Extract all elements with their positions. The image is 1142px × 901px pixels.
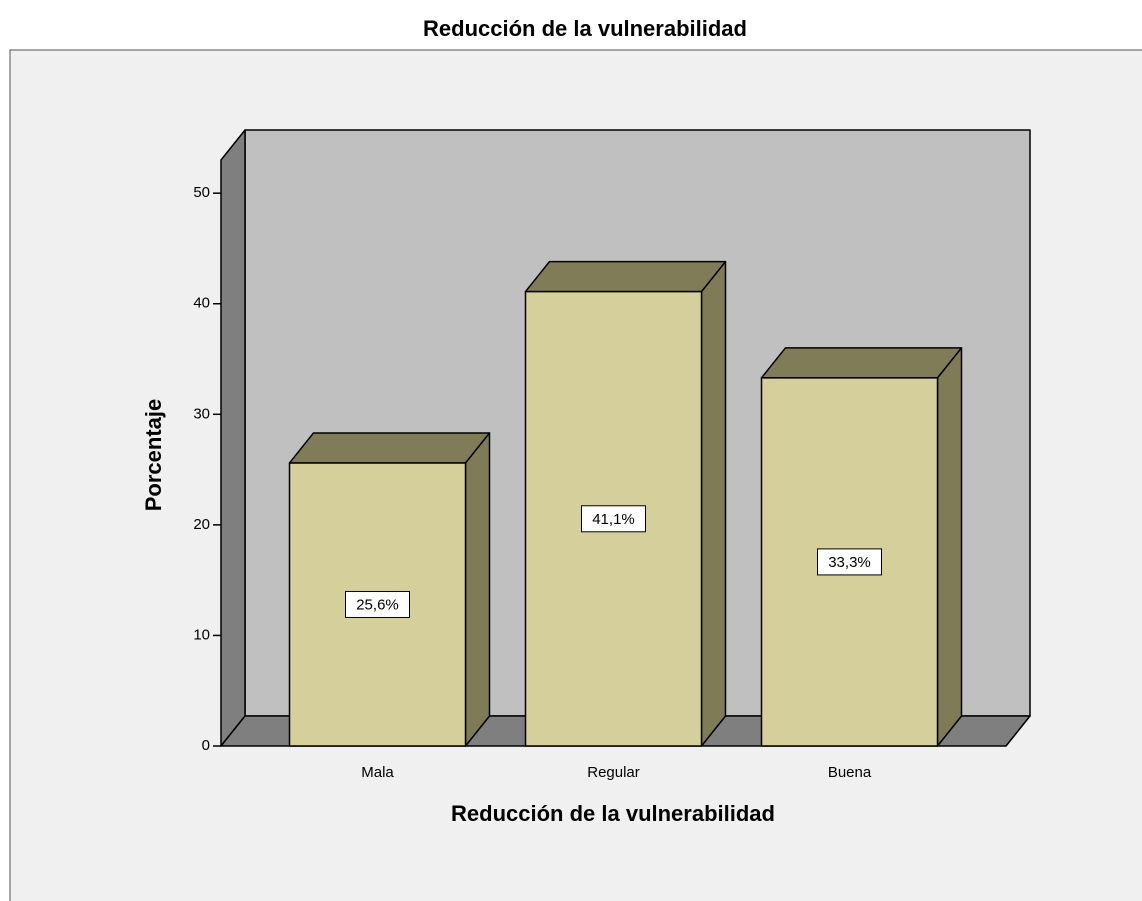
- chart-title: Reducción de la vulnerabilidad: [423, 16, 747, 41]
- value-label: 41,1%: [592, 511, 635, 528]
- y-tick-label: 30: [193, 405, 210, 422]
- y-tick-label: 0: [202, 737, 210, 754]
- value-label: 25,6%: [356, 596, 399, 613]
- value-label-box: [345, 590, 410, 618]
- y-tick-label: 10: [193, 626, 210, 643]
- value-label-box: [581, 505, 646, 533]
- bar-side: [700, 260, 727, 747]
- value-label-box: [817, 548, 882, 576]
- y-tick-label: 40: [193, 295, 210, 312]
- bar-top: [524, 260, 727, 293]
- value-label: 33,3%: [828, 554, 871, 571]
- x-axis-title: Reducción de la vulnerabilidad: [451, 801, 775, 826]
- left-wall: [220, 129, 246, 747]
- x-tick-label: Buena: [828, 764, 872, 781]
- bar-side: [464, 432, 491, 747]
- bar-top: [288, 432, 491, 464]
- y-tick-label: 50: [193, 184, 210, 201]
- y-tick-label: 20: [193, 516, 210, 533]
- y-axis-title: Porcentaje: [141, 399, 166, 512]
- x-tick-label: Regular: [587, 764, 640, 781]
- bar-top: [760, 347, 963, 379]
- x-tick-label: Mala: [361, 764, 394, 781]
- bar-side: [936, 347, 963, 747]
